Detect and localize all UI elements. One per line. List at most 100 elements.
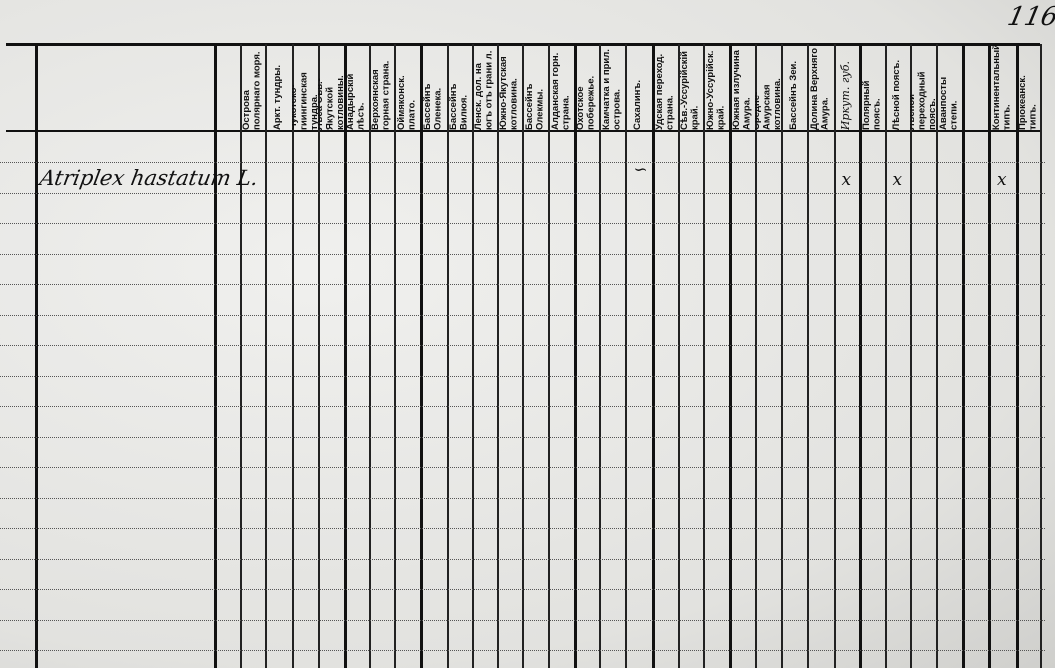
- column-header-label: Средне-Амурская котловина.: [755, 78, 781, 130]
- row-divider: [0, 498, 1045, 499]
- column-header: Южная излучина Амура.: [729, 46, 755, 130]
- row-divider: [0, 528, 1045, 529]
- column-divider: [1016, 44, 1019, 668]
- column-divider: [472, 44, 474, 668]
- column-divider: [962, 44, 965, 668]
- column-header: Полярный поясъ.: [859, 46, 885, 130]
- column-header: Бассейнъ Зеи.: [781, 46, 807, 130]
- column-header: Ленск. дол. на югъ отъ грани л.: [472, 46, 497, 130]
- column-divider: [292, 44, 294, 668]
- row-divider: [0, 650, 1045, 651]
- column-header-label: Аркт. тундры.: [272, 64, 284, 130]
- column-header-label: Бассейнъ Оленека.: [422, 83, 444, 130]
- column-header-label: Континентальный типъ.: [990, 46, 1013, 130]
- column-header-label: Лѣсной поясъ.: [891, 59, 903, 130]
- column-header-label: Сахалинъ.: [632, 79, 644, 130]
- column-divider: [35, 44, 38, 668]
- column-divider: [369, 44, 371, 668]
- column-header-label: Южно-Якутская котловина.: [498, 56, 520, 130]
- column-divider: [240, 44, 242, 668]
- row-divider: [0, 315, 1045, 316]
- column-divider: [497, 44, 499, 668]
- column-divider: [420, 44, 423, 668]
- row-divider: [0, 620, 1045, 621]
- column-divider: [652, 44, 655, 668]
- column-divider: [625, 44, 627, 668]
- row-divider: [0, 284, 1045, 285]
- column-divider: [988, 44, 991, 668]
- column-header: Южно-Якутская котловина.: [497, 46, 522, 130]
- column-header-label: Бассейнъ Олекмы.: [523, 83, 546, 130]
- column-divider: [781, 44, 783, 668]
- column-header: Анадырскій лѣсъ.: [344, 46, 369, 130]
- column-header: Сѣв.-Уссурійскій край.: [678, 46, 703, 130]
- column-divider: [344, 44, 347, 668]
- column-header: Лѣса Сѣв.-Якутской котловины.: [318, 46, 344, 130]
- column-header-label: Аванпосты степи.: [937, 76, 960, 130]
- column-header: Верхоянская горная страна.: [369, 46, 394, 130]
- row-divider: [0, 193, 1045, 194]
- column-header: Острова полярнаго моря.: [240, 46, 265, 130]
- row-divider: [0, 162, 1045, 163]
- row-divider: [0, 345, 1045, 346]
- column-header: Пріокеанск. типъ.: [1016, 46, 1040, 130]
- column-header-label: Южная излучина Амура.: [730, 50, 753, 130]
- column-divider: [574, 44, 577, 668]
- row-divider: [0, 437, 1045, 438]
- column-header: Долина Верхняго Амура.: [807, 46, 834, 130]
- column-header-label: Верхоянская горная страна.: [370, 60, 392, 130]
- column-header: Чукотско-гиингинская тундра.: [292, 46, 318, 130]
- column-header-label: Чукотско-гиингинская тундра.: [292, 72, 318, 130]
- column-divider: [548, 44, 550, 668]
- row-divider: [0, 406, 1045, 407]
- column-divider: [265, 44, 267, 668]
- column-header: Камчатка и прил. острова.: [599, 46, 625, 130]
- row-divider: [0, 376, 1045, 377]
- column-header: Бассейнъ Олекмы.: [522, 46, 548, 130]
- column-divider: [599, 44, 601, 668]
- row-divider: [0, 254, 1045, 255]
- column-divider: [214, 44, 217, 668]
- column-header-label: Лѣсной переходный поясъ.: [910, 71, 936, 130]
- presence-mark: x: [841, 170, 852, 190]
- column-header-label: Сѣв.-Уссурійскій край.: [679, 50, 701, 130]
- column-header: Лѣсной переходный поясъ.: [910, 46, 936, 130]
- column-header: [214, 46, 240, 130]
- species-name: Atriplex hastatum L.: [37, 166, 261, 190]
- column-divider: [447, 44, 449, 668]
- column-header-label: Анадырскій лѣсъ.: [345, 73, 367, 130]
- column-header: Алданская горн. страна.: [548, 46, 574, 130]
- column-divider: [936, 44, 938, 668]
- column-header-label: Ленск. дол. на югъ отъ грани л.: [473, 50, 495, 130]
- column-header: Континентальный типъ.: [988, 46, 1016, 130]
- column-header-label: Бассейнъ Вилюя.: [448, 83, 470, 130]
- column-divider: [522, 44, 524, 668]
- column-divider: [729, 44, 732, 668]
- column-header-label: Острова полярнаго моря.: [241, 51, 263, 130]
- column-header-label: Иркут. губ.: [839, 60, 853, 130]
- column-divider: [703, 44, 705, 668]
- column-header: [962, 46, 988, 130]
- row-divider: [0, 223, 1045, 224]
- column-header: Удская переход. страна.: [652, 46, 678, 130]
- column-divider: [885, 44, 887, 668]
- column-header: Средне-Амурская котловина.: [755, 46, 781, 130]
- column-header: Лѣсной поясъ.: [885, 46, 910, 130]
- column-header: Аркт. тундры.: [265, 46, 292, 130]
- column-divider: [678, 44, 680, 668]
- column-header-label: Лѣса Сѣв.-Якутской котловины.: [318, 75, 344, 130]
- column-header-label: Полярный поясъ.: [860, 80, 883, 130]
- row-divider: [0, 559, 1045, 560]
- column-header: Бассейнъ Вилюя.: [447, 46, 472, 130]
- presence-mark: x: [892, 170, 903, 190]
- column-header-label: Пріокеанск. типъ.: [1016, 75, 1039, 130]
- presence-mark: ∽: [633, 160, 648, 180]
- column-header-label: Камчатка и прил. острова.: [600, 49, 623, 130]
- column-divider: [1040, 44, 1042, 668]
- row-divider: [0, 589, 1045, 590]
- column-header: Бассейнъ Оленека.: [420, 46, 447, 130]
- column-divider: [755, 44, 757, 668]
- column-header: Иркут. губ.: [834, 46, 859, 130]
- presence-mark: x: [997, 170, 1007, 190]
- column-header: Сахалинъ.: [625, 46, 652, 130]
